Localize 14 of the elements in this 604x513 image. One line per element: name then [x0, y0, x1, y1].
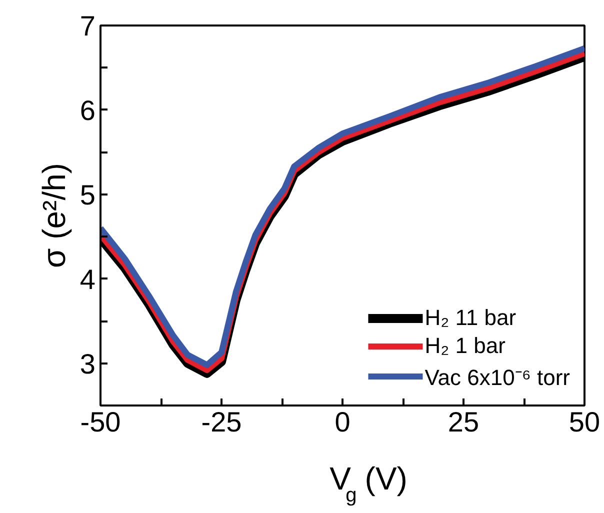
- y-axis-title: σ (e²/h): [36, 162, 72, 268]
- x-tick-label: 0: [334, 406, 350, 438]
- legend-label: H₂ 11 bar: [424, 305, 516, 331]
- x-tick-label: 50: [568, 406, 600, 438]
- y-tick-label: 7: [80, 10, 96, 42]
- x-tick-label: 25: [448, 406, 480, 438]
- y-tick-label: 6: [80, 94, 96, 126]
- y-tick-label: 5: [80, 179, 96, 210]
- legend-label: H₂ 1 bar: [424, 333, 506, 359]
- x-tick-label: -25: [201, 406, 242, 438]
- x-tick-label: -50: [80, 406, 121, 438]
- y-tick-label: 3: [80, 348, 96, 380]
- y-tick-label: 4: [80, 264, 96, 295]
- legend-label: Vac 6x10⁻⁶ torr: [424, 364, 570, 391]
